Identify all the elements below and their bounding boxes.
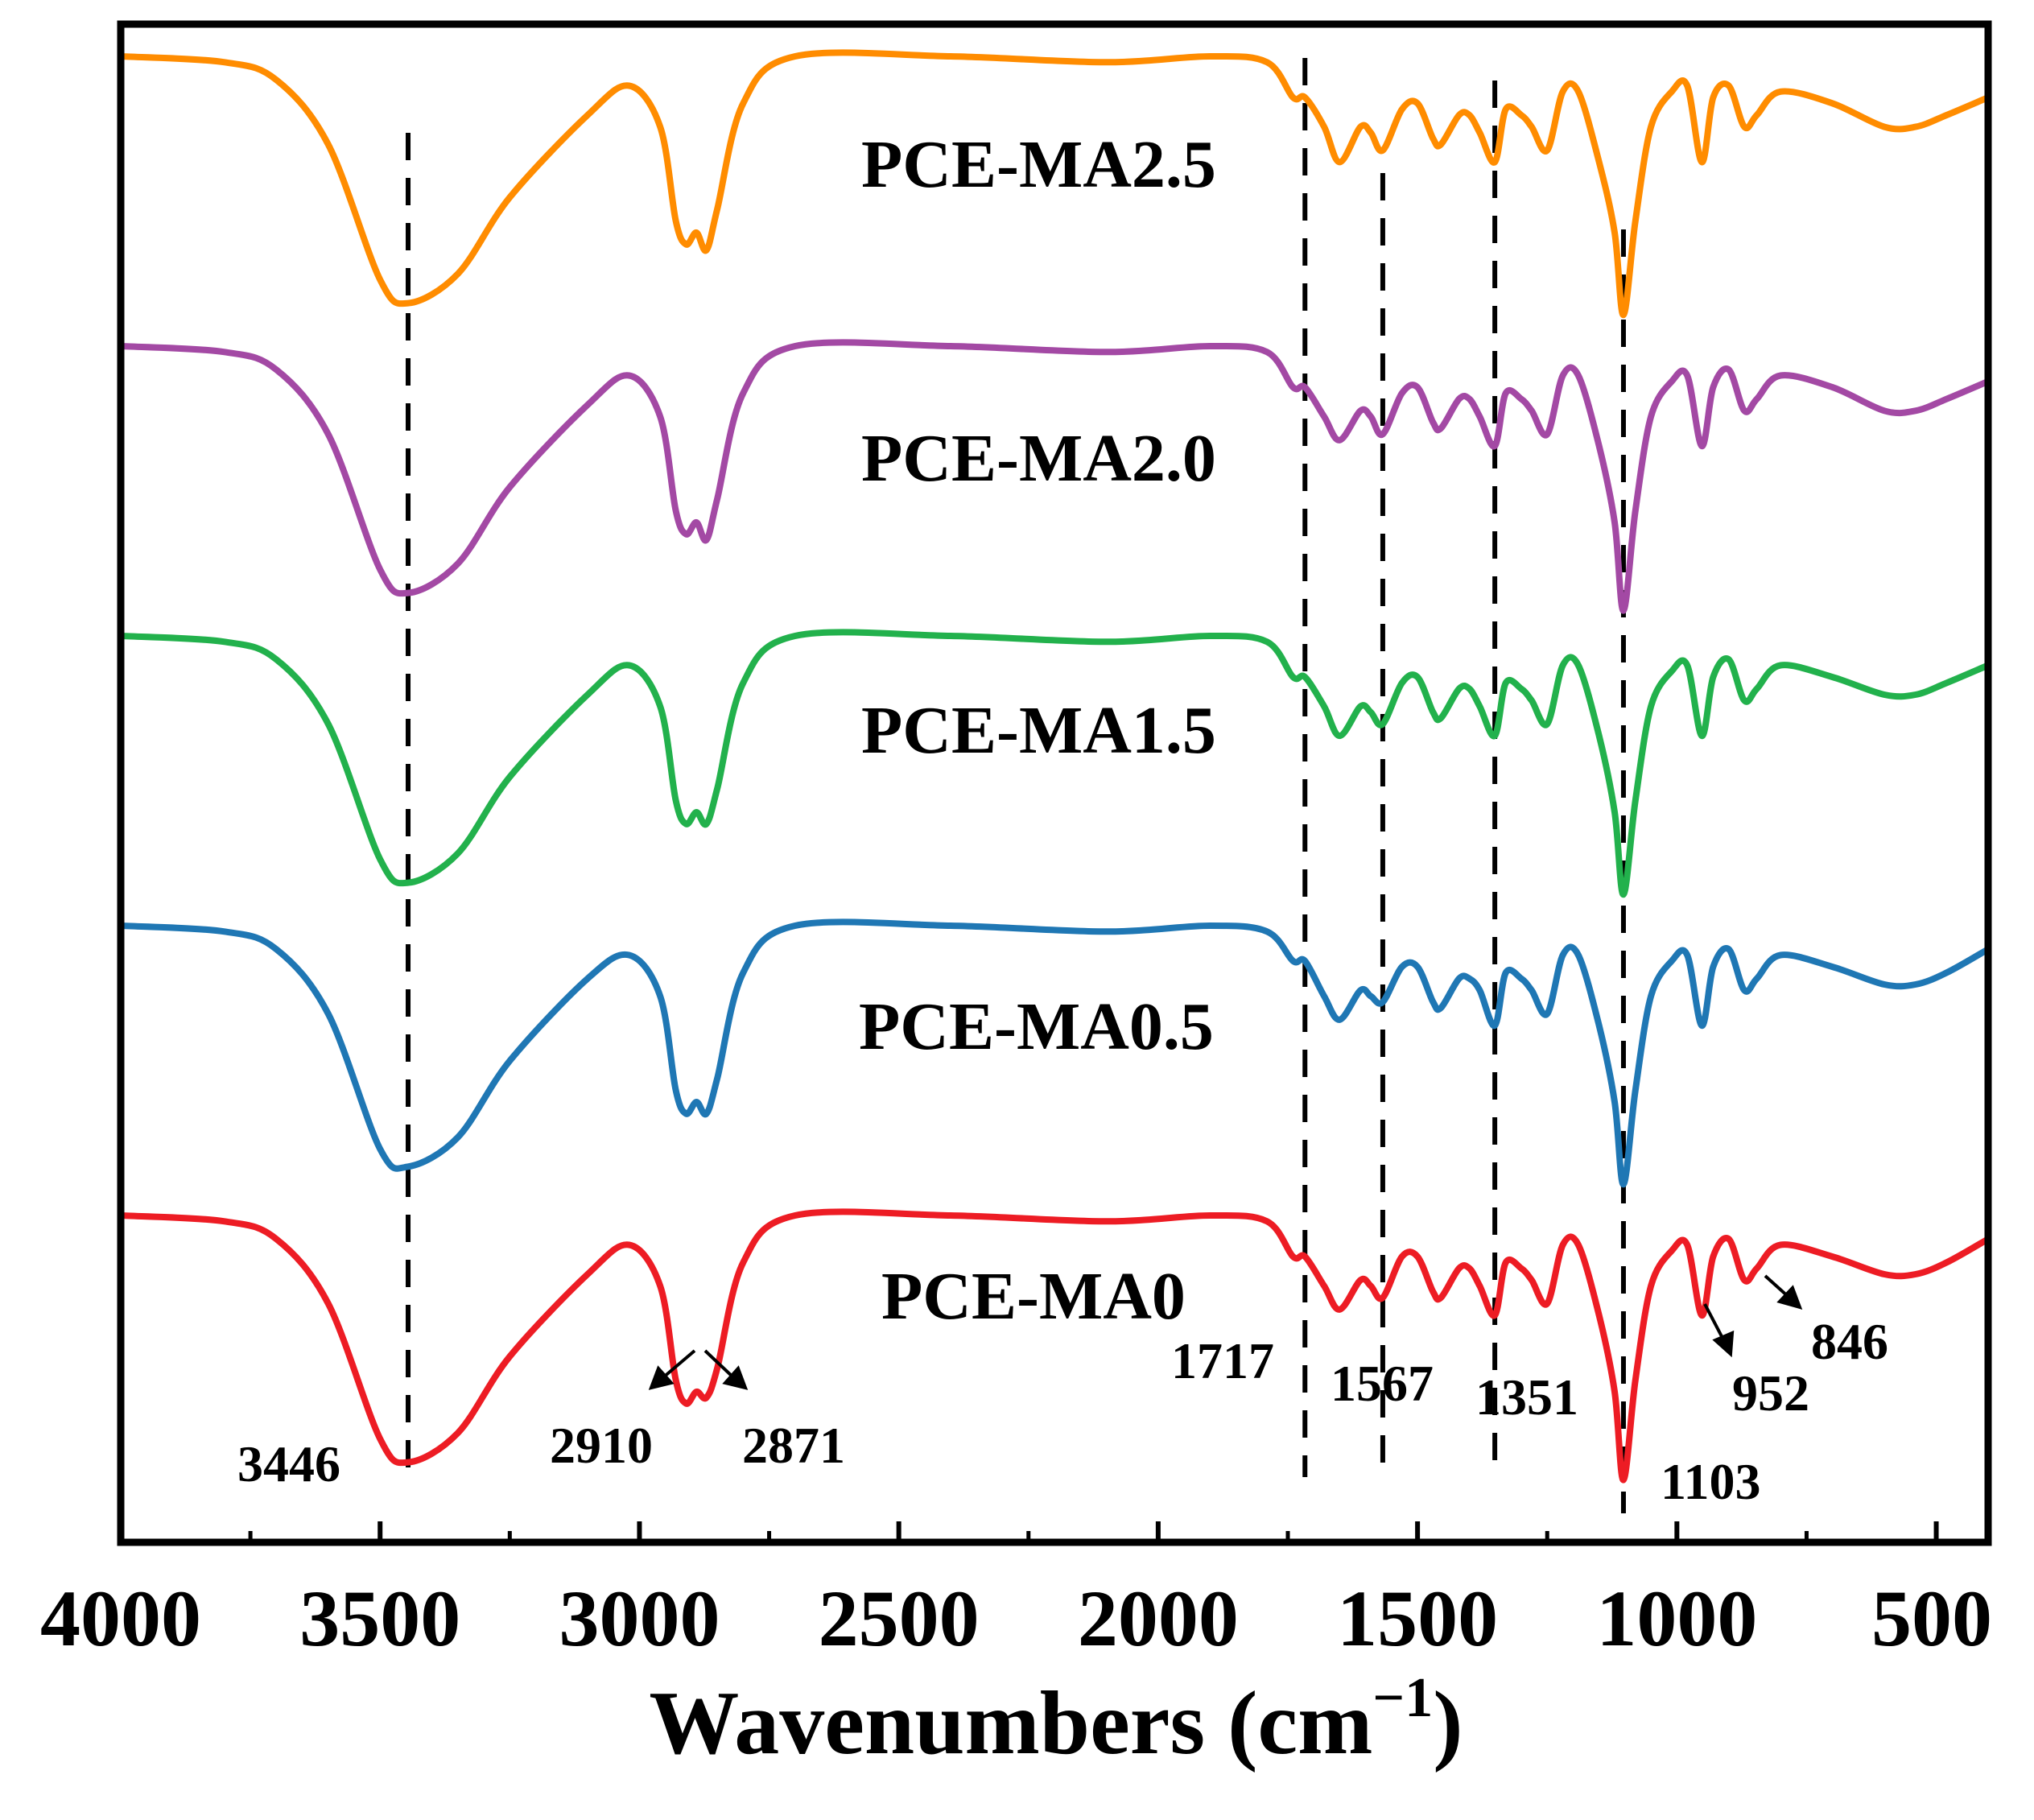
peak-label-1351: 1351 xyxy=(1475,1368,1578,1426)
arrow-2871-head xyxy=(722,1365,749,1390)
x-axis-title-sup: −1 xyxy=(1372,1667,1433,1729)
x-tick-label-2000: 2000 xyxy=(1078,1574,1239,1663)
x-tick-label-1500: 1500 xyxy=(1337,1574,1498,1663)
peak-label-2910: 2910 xyxy=(550,1417,653,1474)
x-tick-label-1000: 1000 xyxy=(1596,1574,1757,1663)
x-tick-label-3500: 3500 xyxy=(299,1574,460,1663)
series-line-pce-ma0.5 xyxy=(118,918,1991,1188)
x-tick-label-3000: 3000 xyxy=(559,1574,720,1663)
x-axis-ticks: 4000 3500 3000 2500 2000 1500 1000 500 xyxy=(40,1521,1992,1663)
x-tick-label-4000: 4000 xyxy=(40,1574,201,1663)
x-axis-title: Wavenumbers (cm−1) xyxy=(649,1667,1463,1773)
peak-label-2871: 2871 xyxy=(742,1417,845,1474)
arrow-2910-head xyxy=(648,1365,675,1390)
peak-label-1717: 1717 xyxy=(1171,1332,1274,1389)
series-line-pce-ma0 xyxy=(118,1208,1991,1484)
series-label-pce-ma0: PCE-MA0 xyxy=(881,1259,1186,1334)
arrow-2871 xyxy=(703,1349,736,1380)
arrow-846-head xyxy=(1776,1285,1803,1310)
x-axis-title-main: Wavenumbers (cm xyxy=(649,1673,1372,1773)
peak-label-846: 846 xyxy=(1811,1313,1888,1370)
peak-label-952: 952 xyxy=(1732,1364,1809,1422)
series-line-pce-ma1.5 xyxy=(118,629,1991,898)
series-line-pce-ma2.5 xyxy=(118,49,1991,319)
x-axis-title-close: ) xyxy=(1433,1673,1463,1773)
series-label-pce-ma2.5: PCE-MA2.5 xyxy=(861,127,1216,202)
arrow-952 xyxy=(1703,1303,1726,1342)
series-label-pce-ma1.5: PCE-MA1.5 xyxy=(861,693,1216,768)
series-label-pce-ma2.0: PCE-MA2.0 xyxy=(861,421,1216,496)
arrow-952-head xyxy=(1712,1330,1735,1358)
peak-label-1567: 1567 xyxy=(1331,1355,1434,1412)
annotation-arrows xyxy=(648,1274,1803,1390)
x-tick-label-2500: 2500 xyxy=(819,1574,980,1663)
series-label-pce-ma0.5: PCE-MA0.5 xyxy=(859,989,1214,1064)
arrow-2910 xyxy=(661,1349,696,1380)
series-line-pce-ma2.0 xyxy=(118,339,1991,614)
x-tick-label-500: 500 xyxy=(1871,1574,1992,1663)
series-group xyxy=(118,49,1991,1484)
plot-frame xyxy=(117,20,1992,1546)
reference-lines xyxy=(406,58,1626,1513)
peak-label-3446: 3446 xyxy=(237,1435,340,1492)
peak-label-1103: 1103 xyxy=(1661,1453,1760,1510)
